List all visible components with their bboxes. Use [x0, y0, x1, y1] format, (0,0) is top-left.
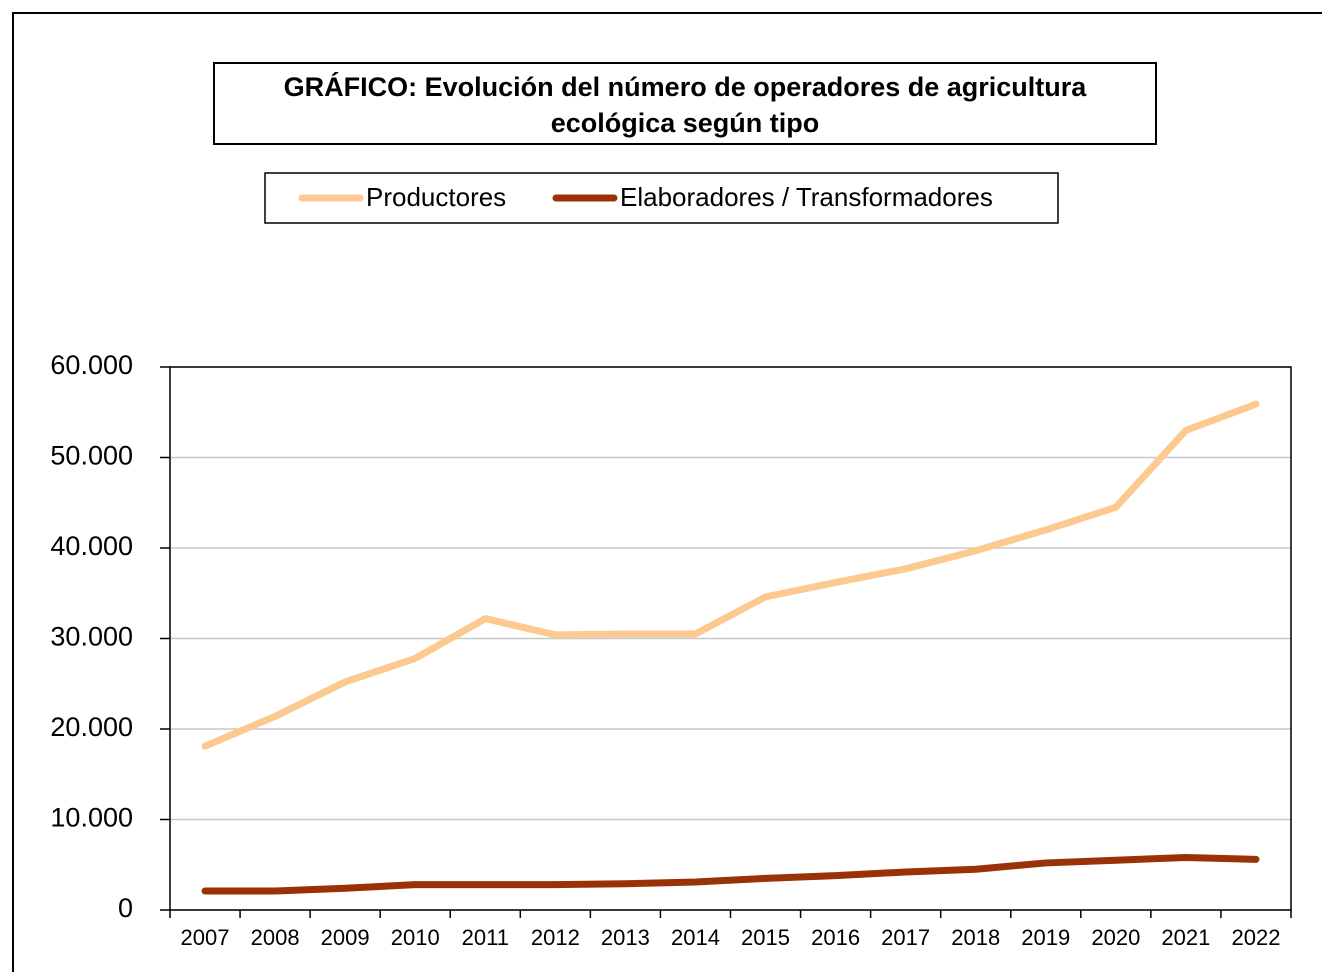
- x-tick-label: 2021: [1161, 925, 1210, 950]
- y-tick-label: 0: [118, 893, 133, 923]
- series-line: [201, 400, 1260, 750]
- y-tick-label: 30.000: [50, 622, 133, 652]
- y-tick-label: 60.000: [50, 350, 133, 380]
- y-tick-label: 10.000: [50, 803, 133, 833]
- x-tick-label: 2022: [1231, 925, 1280, 950]
- y-tick-label: 50.000: [50, 441, 133, 471]
- y-tick-label: 40.000: [50, 531, 133, 561]
- x-tick-label: 2019: [1021, 925, 1070, 950]
- legend-label: Elaboradores / Transformadores: [620, 182, 993, 212]
- x-tick-label: 2015: [741, 925, 790, 950]
- x-tick-label: 2007: [181, 925, 230, 950]
- x-tick-label: 2016: [811, 925, 860, 950]
- y-tick-label: 20.000: [50, 712, 133, 742]
- x-tick-label: 2018: [951, 925, 1000, 950]
- legend-label: Productores: [366, 182, 506, 212]
- x-tick-label: 2013: [601, 925, 650, 950]
- x-tick-label: 2011: [462, 925, 509, 950]
- x-tick-label: 2020: [1091, 925, 1140, 950]
- chart-title: GRÁFICO: Evolución del número de operado…: [213, 62, 1157, 145]
- x-tick-label: 2012: [531, 925, 580, 950]
- x-tick-label: 2009: [321, 925, 370, 950]
- x-tick-label: 2017: [881, 925, 930, 950]
- x-tick-label: 2014: [671, 925, 720, 950]
- series-line: [201, 854, 1260, 895]
- x-tick-label: 2008: [251, 925, 300, 950]
- frame: [12, 12, 1322, 972]
- legend-box: [264, 172, 1059, 224]
- x-tick-label: 2010: [391, 925, 440, 950]
